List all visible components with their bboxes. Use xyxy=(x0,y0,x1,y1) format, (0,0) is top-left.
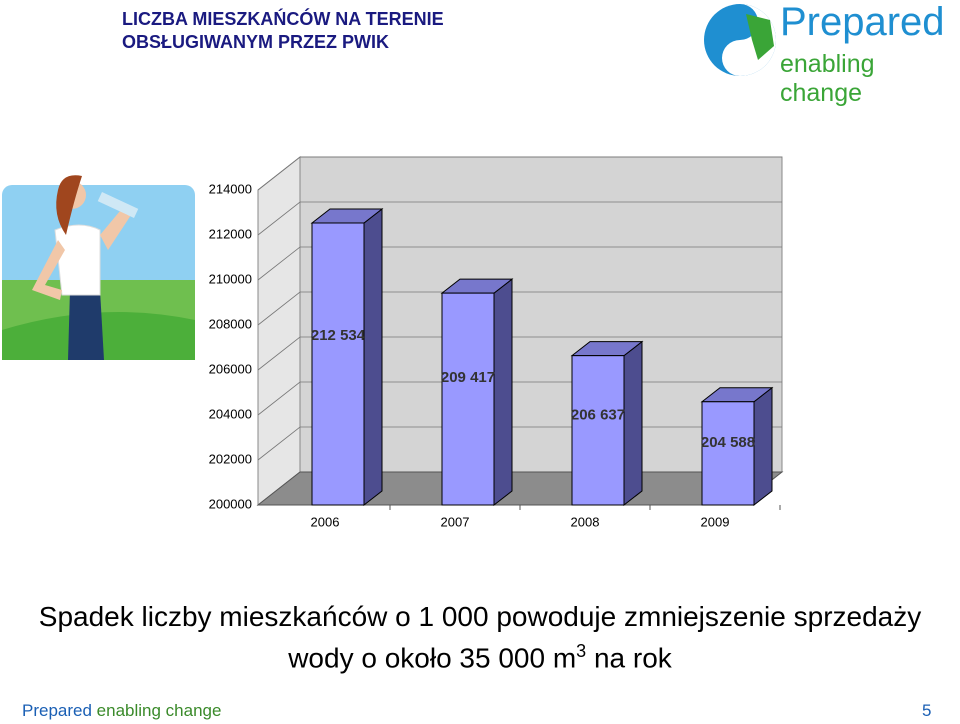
chart-title: LICZBA MIESZKAŃCÓW NA TERENIE OBSŁUGIWAN… xyxy=(122,9,444,52)
grid-line xyxy=(257,336,782,371)
bar xyxy=(701,401,755,506)
caption-line: wody o około 35 000 m3 na rok xyxy=(0,634,960,675)
y-tick-label: 200000 xyxy=(209,496,252,511)
y-tick-label: 204000 xyxy=(209,406,252,421)
superscript: 3 xyxy=(576,641,587,661)
y-tick-label: 212000 xyxy=(209,226,252,241)
data-label: 204 588 xyxy=(701,434,755,451)
grid-line xyxy=(257,201,782,236)
page-number: 5 xyxy=(922,701,932,720)
grid-line xyxy=(257,156,782,191)
bar-side xyxy=(493,278,513,507)
y-tick-label: 208000 xyxy=(209,316,252,331)
caption-text: wody o około 35 000 m xyxy=(288,642,577,674)
side-wall xyxy=(257,155,301,507)
illustration xyxy=(2,175,195,360)
x-tick-label: 2007 xyxy=(441,514,470,529)
y-tick-label: 210000 xyxy=(209,271,252,286)
bar xyxy=(571,355,625,506)
x-tick-label: 2006 xyxy=(311,514,340,529)
logo-name: Prepared xyxy=(780,0,945,44)
logo-globe xyxy=(704,4,776,76)
caption-text: na rok xyxy=(593,642,672,674)
footer: Prepared enabling change xyxy=(22,701,221,721)
y-tick-label: 206000 xyxy=(209,361,252,376)
x-tick-label: 2008 xyxy=(571,514,600,529)
caption: Spadek liczby mieszkańców o 1 000 powodu… xyxy=(0,600,960,675)
footer-brand: Prepared xyxy=(22,701,92,720)
y-tick-label: 214000 xyxy=(209,181,252,196)
footer-tagline: enabling change xyxy=(96,701,222,720)
data-label: 209 417 xyxy=(441,369,495,386)
x-tick-label: 2009 xyxy=(701,514,730,529)
grid-line xyxy=(257,246,782,281)
data-label: 212 534 xyxy=(311,327,366,344)
y-tick-label: 202000 xyxy=(209,451,252,466)
bar-side xyxy=(753,386,773,507)
bar-side xyxy=(363,207,383,507)
caption-line: Spadek liczby mieszkańców o 1 000 powodu… xyxy=(38,601,922,632)
logo-tagline: enabling change xyxy=(780,50,875,107)
bar xyxy=(441,292,495,506)
grid-line xyxy=(257,291,782,326)
bar xyxy=(311,222,365,506)
bar-side xyxy=(623,340,643,507)
data-label: 206 637 xyxy=(571,406,625,423)
